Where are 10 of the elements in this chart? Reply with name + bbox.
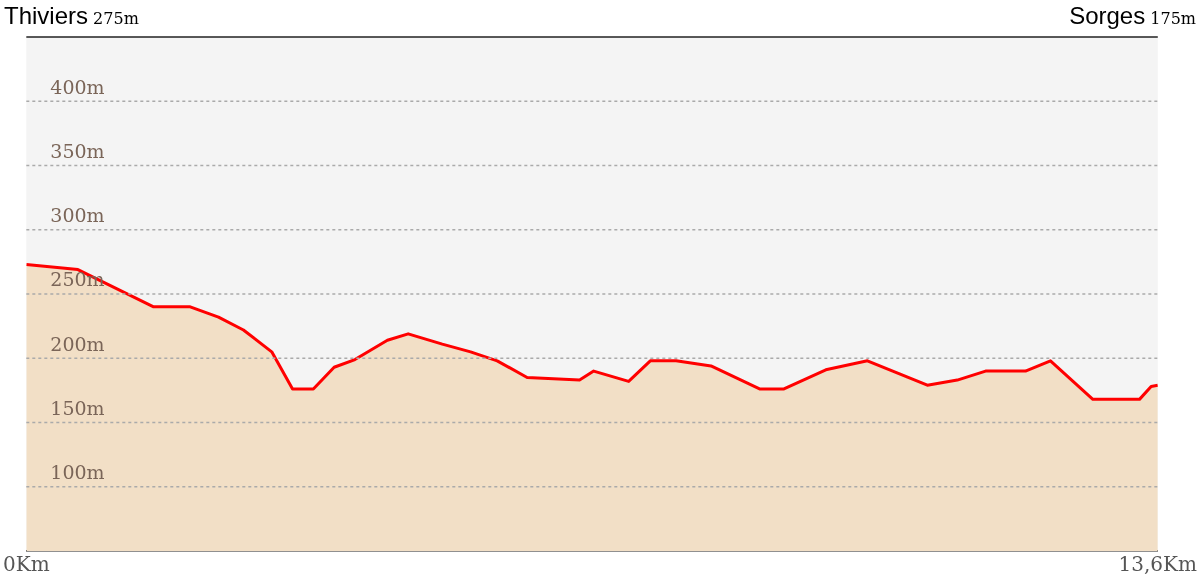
text: Sorges 175m bbox=[1069, 2, 1196, 29]
x-tick-label: 13,6Km bbox=[1118, 552, 1198, 577]
y-tick-label: 350m bbox=[50, 139, 105, 162]
y-tick-label: 150m bbox=[50, 396, 105, 419]
y-tick-label: 300m bbox=[50, 204, 105, 227]
y-tick-label: 400m bbox=[50, 75, 105, 98]
y-tick-label: 200m bbox=[50, 332, 105, 355]
x-tick-label: 0Km bbox=[3, 552, 50, 577]
y-tick-label: 100m bbox=[50, 461, 105, 484]
text: Thiviers 275m bbox=[4, 2, 139, 29]
